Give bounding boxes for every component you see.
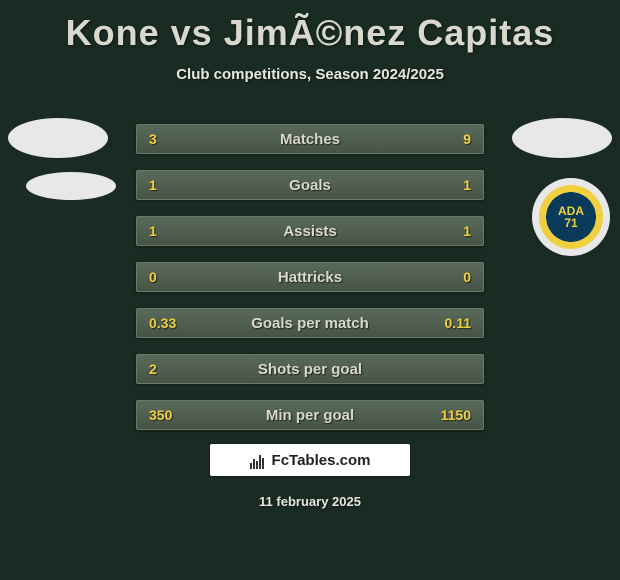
branding-badge[interactable]: FcTables.com [210,444,410,476]
branding-text: FcTables.com [272,452,371,469]
stat-label: Goals [197,177,423,194]
club-logo-inner: ADA 71 [539,185,603,249]
player-left-photo [8,118,108,158]
stat-right-value: 0.11 [423,315,483,331]
page-title: Kone vs JimÃ©nez Capitas [0,0,620,54]
page-subtitle: Club competitions, Season 2024/2025 [0,66,620,83]
stat-left-value: 350 [137,407,197,423]
comparison-date: 11 february 2025 [259,494,361,509]
club-logo-text-bottom: 71 [558,217,584,229]
stat-left-value: 0.33 [137,315,197,331]
stat-left-value: 2 [137,361,197,377]
stat-right-value: 1 [423,177,483,193]
stat-right-value: 9 [423,131,483,147]
stat-right-value: 1150 [423,407,483,423]
stat-left-value: 1 [137,177,197,193]
stats-container: 3 Matches 9 1 Goals 1 1 Assists 1 0 Hatt… [136,124,484,446]
stat-label: Assists [197,223,423,240]
stat-right-value: 1 [423,223,483,239]
stat-row-assists: 1 Assists 1 [136,216,484,246]
stat-row-hattricks: 0 Hattricks 0 [136,262,484,292]
club-logo-text: ADA 71 [558,205,584,229]
stat-left-value: 0 [137,269,197,285]
stat-label: Min per goal [197,407,423,424]
stat-right-value: 0 [423,269,483,285]
club-logo: ADA 71 [532,178,610,256]
player-left-club-placeholder [26,172,116,200]
stat-row-min-per-goal: 350 Min per goal 1150 [136,400,484,430]
stat-row-shots-per-goal: 2 Shots per goal [136,354,484,384]
stat-left-value: 1 [137,223,197,239]
chart-icon [250,451,268,469]
club-logo-outer: ADA 71 [532,178,610,256]
stat-label: Matches [197,131,423,148]
stat-label: Shots per goal [197,361,423,378]
stat-row-goals-per-match: 0.33 Goals per match 0.11 [136,308,484,338]
stat-label: Hattricks [197,269,423,286]
stat-label: Goals per match [197,315,423,332]
player-right-photo [512,118,612,158]
stat-row-goals: 1 Goals 1 [136,170,484,200]
stat-left-value: 3 [137,131,197,147]
stat-row-matches: 3 Matches 9 [136,124,484,154]
